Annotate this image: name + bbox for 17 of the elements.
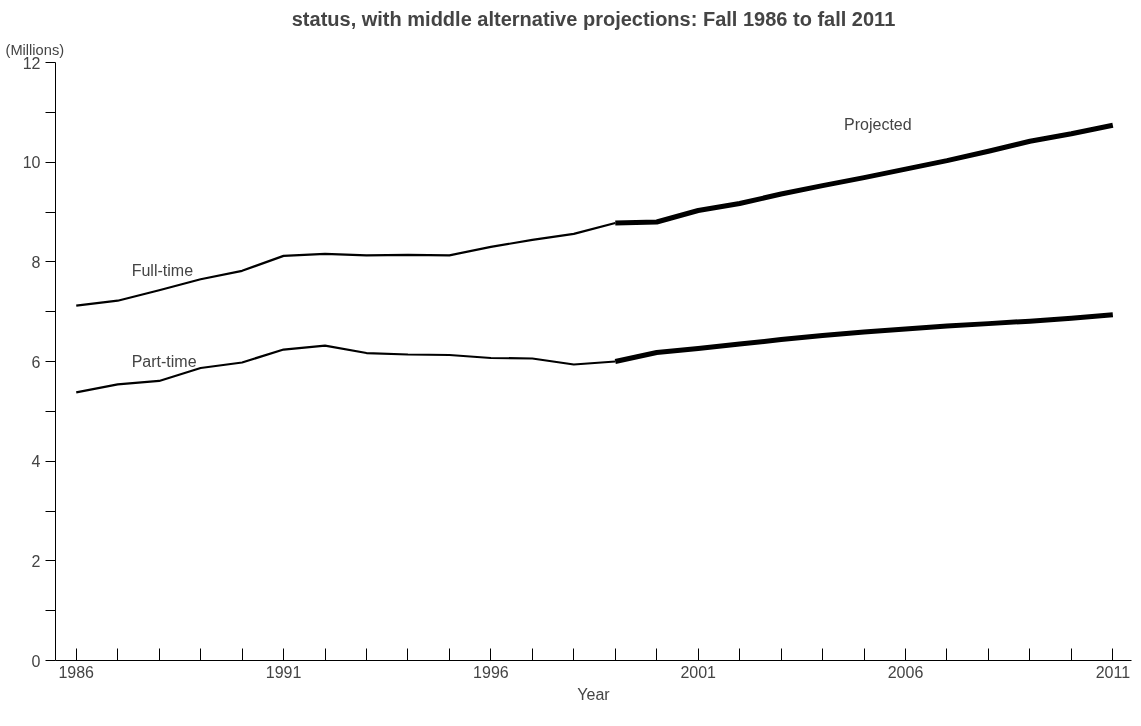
- x-axis-title: Year: [577, 685, 611, 703]
- y-tick-label: 2: [31, 552, 41, 570]
- y-tick-label: 10: [22, 154, 41, 172]
- x-tick-label: 2011: [1095, 663, 1131, 681]
- x-tick-label: 1996: [473, 663, 509, 681]
- y-tick-label: 6: [31, 353, 41, 371]
- chart-title: status, with middle alternative projections: Fall 1986 to fall 2011: [291, 7, 896, 30]
- y-tick-label: 0: [31, 652, 41, 670]
- annotation: Part-time: [131, 353, 197, 371]
- x-tick-label: 1991: [265, 663, 302, 681]
- x-tick-label: 2006: [887, 663, 924, 681]
- x-tick-label: 2001: [680, 663, 717, 681]
- annotation: Projected: [844, 115, 912, 133]
- x-tick-label: 1986: [58, 663, 95, 681]
- annotation: Full-time: [131, 261, 194, 279]
- y-tick-label: 8: [31, 253, 41, 271]
- y-tick-label: 4: [31, 453, 41, 471]
